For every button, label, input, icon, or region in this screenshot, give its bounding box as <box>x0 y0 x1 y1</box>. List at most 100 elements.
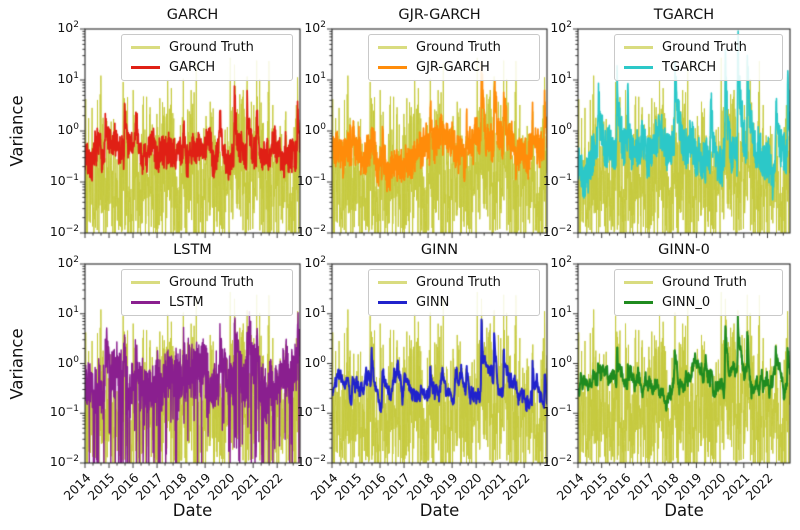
ytick-base: 10 <box>57 20 74 36</box>
ytick-exponent: −1 <box>65 404 79 415</box>
ytick-exponent: −1 <box>558 404 572 415</box>
ytick-base: 10 <box>550 20 567 36</box>
legend-label: TGARCH <box>662 60 717 75</box>
ytick-exponent: 2 <box>73 255 79 265</box>
y-tick-label: 102 <box>528 20 572 35</box>
panel-title: TGARCH <box>653 7 715 23</box>
ytick-base: 10 <box>49 173 66 189</box>
model-line-swatch <box>624 301 653 304</box>
ytick-exponent: −2 <box>65 224 79 234</box>
ytick-base: 10 <box>57 71 74 87</box>
y-tick-label: 100 <box>282 355 326 370</box>
legend: Ground Truth LSTM <box>121 269 293 316</box>
legend-item: Ground Truth <box>624 275 772 290</box>
ytick-exponent: 2 <box>320 20 326 30</box>
ytick-exponent: −1 <box>312 404 326 415</box>
ytick-exponent: 1 <box>320 304 326 315</box>
ytick-base: 10 <box>550 71 567 87</box>
legend-item: Ground Truth <box>378 40 529 55</box>
ytick-base: 10 <box>296 173 313 189</box>
ytick-exponent: −2 <box>65 454 79 464</box>
ytick-base: 10 <box>296 454 313 470</box>
ytick-exponent: −2 <box>312 224 326 234</box>
ground-truth-line-swatch <box>131 281 160 284</box>
ytick-exponent: 1 <box>73 71 79 81</box>
legend-item: Ground Truth <box>624 40 772 55</box>
ytick-base: 10 <box>57 122 74 138</box>
panel-title: LSTM <box>173 242 212 258</box>
ytick-base: 10 <box>304 304 321 320</box>
legend-label: LSTM <box>169 295 204 310</box>
ground-truth-line-swatch <box>378 281 407 284</box>
panel-title: GJR-GARCH <box>398 7 481 23</box>
y-tick-label: 10−2 <box>528 454 572 469</box>
ground-truth-line-swatch <box>624 46 653 49</box>
ytick-base: 10 <box>550 354 567 370</box>
y-tick-label: 101 <box>35 71 79 86</box>
y-tick-label: 100 <box>35 355 79 370</box>
ground-truth-line-swatch <box>131 46 160 49</box>
ytick-base: 10 <box>304 255 321 271</box>
legend-label: Ground Truth <box>169 40 254 55</box>
legend-item: GINN_0 <box>624 295 772 310</box>
y-tick-label: 10−1 <box>528 173 572 188</box>
x-axis-label: Date <box>664 501 704 520</box>
legend-label: Ground Truth <box>662 40 747 55</box>
y-tick-label: 102 <box>282 255 326 270</box>
ytick-exponent: 2 <box>73 20 79 30</box>
ytick-base: 10 <box>542 224 559 240</box>
ytick-exponent: −2 <box>558 454 572 464</box>
model-line-swatch <box>131 66 160 69</box>
legend-item: GINN <box>378 295 529 310</box>
legend-label: GINN_0 <box>662 295 711 310</box>
legend-label: Ground Truth <box>662 275 747 290</box>
ytick-base: 10 <box>49 224 66 240</box>
ytick-base: 10 <box>57 354 74 370</box>
ytick-base: 10 <box>550 304 567 320</box>
y-tick-label: 10−2 <box>282 224 326 239</box>
legend: Ground Truth GINN <box>368 269 540 316</box>
y-tick-label: 102 <box>35 255 79 270</box>
y-tick-label: 102 <box>282 20 326 35</box>
y-tick-label: 102 <box>35 20 79 35</box>
ground-truth-line-swatch <box>624 281 653 284</box>
legend-item: LSTM <box>131 295 282 310</box>
y-tick-label: 10−1 <box>528 404 572 419</box>
ytick-base: 10 <box>57 304 74 320</box>
ytick-base: 10 <box>542 404 559 420</box>
ytick-base: 10 <box>304 122 321 138</box>
model-line-swatch <box>131 301 160 304</box>
y-tick-label: 101 <box>528 305 572 320</box>
y-tick-label: 101 <box>282 71 326 86</box>
legend-label: GINN <box>416 295 450 310</box>
legend-item: Ground Truth <box>131 40 282 55</box>
ytick-base: 10 <box>49 454 66 470</box>
legend-label: Ground Truth <box>169 275 254 290</box>
y-tick-label: 10−2 <box>35 224 79 239</box>
y-tick-label: 101 <box>282 305 326 320</box>
ytick-exponent: 1 <box>320 71 326 81</box>
legend-label: Ground Truth <box>416 275 501 290</box>
ytick-base: 10 <box>49 404 66 420</box>
panel-title: GARCH <box>166 7 219 23</box>
y-tick-label: 100 <box>528 122 572 137</box>
x-axis-label: Date <box>172 501 213 520</box>
ytick-base: 10 <box>57 255 74 271</box>
ytick-exponent: 0 <box>320 122 326 132</box>
ytick-exponent: 0 <box>566 354 572 365</box>
y-tick-label: 10−2 <box>35 454 79 469</box>
y-tick-label: 10−1 <box>35 173 79 188</box>
ytick-exponent: 2 <box>320 255 326 265</box>
legend-label: GARCH <box>169 60 216 75</box>
y-axis-label: Variance <box>7 95 27 167</box>
ytick-base: 10 <box>542 173 559 189</box>
ytick-exponent: 0 <box>73 122 79 132</box>
y-tick-label: 10−1 <box>282 173 326 188</box>
legend-label: GJR-GARCH <box>416 60 490 75</box>
y-tick-label: 100 <box>35 122 79 137</box>
model-line-swatch <box>378 301 407 304</box>
ytick-exponent: 2 <box>566 20 572 30</box>
ytick-exponent: 1 <box>566 304 572 315</box>
legend-item: TGARCH <box>624 60 772 75</box>
